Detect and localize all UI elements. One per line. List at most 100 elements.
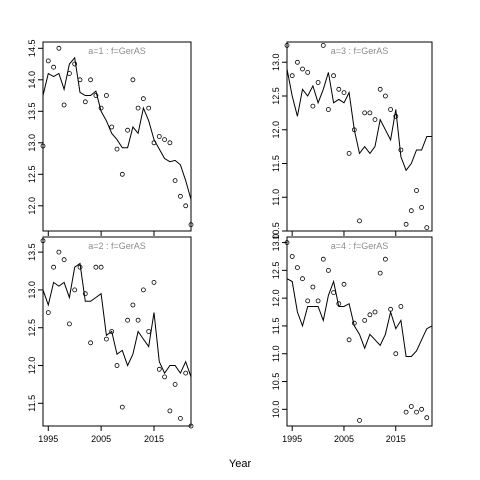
- y-tick-label: 13.0: [27, 281, 37, 299]
- panel-title: a=4 : f=GerAS: [331, 241, 389, 251]
- observation-point: [167, 408, 173, 414]
- observation-point: [104, 93, 109, 98]
- observation-point: [325, 267, 331, 273]
- panel-1: a=1 : f=GerAS 12.0 12.5 13.0 13.5 14.0 14.5: [27, 40, 194, 236]
- observation-point: [331, 73, 337, 79]
- observation-point: [177, 193, 183, 199]
- observation-point: [372, 117, 378, 122]
- y-tick-label: 12.5: [271, 262, 281, 280]
- y-tick-label: 13.0: [271, 234, 281, 252]
- observation-point: [351, 127, 357, 133]
- observation-point: [398, 147, 404, 153]
- y-tick-label: 13.5: [27, 103, 37, 121]
- observation-point: [388, 306, 394, 312]
- observation-point: [40, 238, 46, 244]
- y-tick-label: 12.5: [271, 87, 281, 105]
- observation-point: [336, 86, 342, 92]
- observation-point: [419, 406, 425, 412]
- observation-point: [82, 99, 88, 105]
- y-tick-label: 12.0: [27, 357, 37, 375]
- y-tick-label: 14.0: [27, 71, 37, 89]
- observation-point: [162, 374, 168, 380]
- observation-point: [310, 284, 316, 290]
- observation-point: [346, 337, 352, 343]
- observation-point: [188, 222, 194, 228]
- y-tick-label: 10.5: [271, 373, 281, 391]
- observation-point: [414, 409, 419, 415]
- y-tick-label: 13.0: [271, 53, 281, 71]
- observation-point: [156, 366, 162, 372]
- observation-point: [45, 310, 51, 316]
- observation-point: [382, 256, 388, 262]
- plot-frame: [42, 236, 192, 427]
- observation-point: [51, 64, 56, 70]
- observation-point: [77, 264, 83, 270]
- observation-point: [130, 302, 136, 308]
- observation-point: [109, 124, 115, 130]
- plot-frame: [42, 41, 192, 232]
- observation-point: [114, 146, 120, 152]
- fit-line: [286, 278, 433, 357]
- y-tick-label: 12.5: [27, 166, 37, 184]
- observation-point: [77, 77, 83, 83]
- fit-line: [42, 262, 192, 378]
- y-tick-label: 12.0: [271, 121, 281, 139]
- observation-point: [289, 73, 295, 79]
- observation-point: [320, 43, 326, 48]
- observation-point: [398, 304, 404, 309]
- observation-point: [119, 171, 125, 177]
- observation-point: [188, 423, 194, 429]
- observation-point: [408, 404, 414, 409]
- x-tick-label: 2005: [334, 434, 354, 444]
- x-tick-label: 2015: [144, 434, 164, 444]
- y-tick-label: 11.0: [271, 189, 281, 206]
- observation-point: [146, 105, 152, 111]
- observation-point: [424, 415, 430, 421]
- observation-point: [172, 178, 178, 184]
- y-tick-label: 10.5: [271, 222, 281, 240]
- observation-point: [151, 140, 157, 146]
- observation-point: [393, 113, 399, 119]
- observation-point: [146, 329, 152, 334]
- panel-4: a=4 : f=GerAS 10.0 10.5 11.0 11.5 12.0 12.5 13.…: [271, 234, 433, 444]
- y-tick-label: 14.5: [27, 40, 37, 58]
- y-tick-label: 12.0: [271, 289, 281, 307]
- x-tick-label: 1995: [282, 434, 302, 444]
- observation-point: [125, 317, 130, 323]
- observation-point: [284, 240, 290, 246]
- panel-title: a=2 : f=GerAS: [88, 241, 146, 251]
- observation-point: [56, 249, 62, 255]
- observation-point: [367, 110, 373, 116]
- observation-point: [403, 221, 409, 227]
- observation-point: [61, 102, 67, 108]
- x-tick-label: 2005: [91, 434, 111, 444]
- x-tick-label: 2015: [386, 434, 406, 444]
- observation-point: [294, 59, 300, 65]
- observation-point: [167, 140, 173, 146]
- panel-title: a=1 : f=GerAS: [88, 46, 146, 56]
- observation-point: [315, 298, 321, 304]
- observation-point: [294, 265, 300, 271]
- observation-point: [377, 86, 383, 92]
- observation-point: [403, 409, 409, 415]
- observation-point: [183, 370, 189, 376]
- observation-point: [408, 208, 414, 214]
- observation-point: [325, 107, 331, 112]
- observation-point: [305, 70, 311, 75]
- observation-point: [109, 329, 115, 334]
- observation-point: [93, 93, 99, 98]
- observation-point: [177, 415, 183, 421]
- observation-point: [104, 336, 109, 342]
- y-tick-label: 11.5: [27, 395, 37, 412]
- panel-2: a=3 : f=GerAS 10.5 11.0 11.5 12.0 12.5 13.0: [271, 41, 433, 240]
- observation-point: [135, 317, 141, 323]
- y-tick-label: 11.5: [271, 318, 281, 335]
- observation-point: [98, 105, 104, 111]
- observation-point: [67, 321, 72, 327]
- observation-point: [151, 279, 157, 285]
- observation-point: [341, 90, 347, 95]
- observation-point: [61, 257, 67, 263]
- observation-point: [284, 43, 290, 48]
- observation-point: [114, 363, 120, 368]
- observation-point: [289, 254, 295, 259]
